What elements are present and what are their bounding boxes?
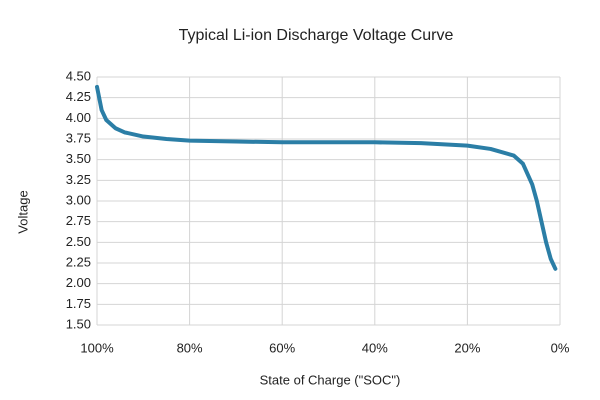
- y-tick-label: 3.00: [66, 192, 91, 207]
- y-tick-label: 4.00: [66, 110, 91, 125]
- y-tick-label: 4.25: [66, 89, 91, 104]
- line: [95, 84, 558, 271]
- y-tick-label: 3.25: [66, 172, 91, 187]
- y-tick-label: 3.75: [66, 130, 91, 145]
- y-tick-label: 2.75: [66, 213, 91, 228]
- y-tick-label: 2.00: [66, 275, 91, 290]
- y-axis-label: Voltage: [15, 190, 30, 233]
- y-tick-label: 4.50: [66, 68, 91, 83]
- y-tick-label: 3.50: [66, 151, 91, 166]
- x-tick-label: 60%: [269, 340, 295, 355]
- y-tick-label: 2.25: [66, 254, 91, 269]
- chart-title: Typical Li-ion Discharge Voltage Curve: [179, 27, 454, 44]
- x-tick-label: 40%: [362, 340, 388, 355]
- y-tick-label: 1.50: [66, 316, 91, 331]
- y-tick-label: 2.50: [66, 234, 91, 249]
- x-axis-label: State of Charge ("SOC"): [260, 372, 401, 387]
- x-tick-label: 100%: [80, 340, 114, 355]
- x-tick-label: 0%: [551, 340, 570, 355]
- y-tick-label: 1.75: [66, 296, 91, 311]
- x-tick-label: 80%: [177, 340, 203, 355]
- x-tick-label: 20%: [454, 340, 480, 355]
